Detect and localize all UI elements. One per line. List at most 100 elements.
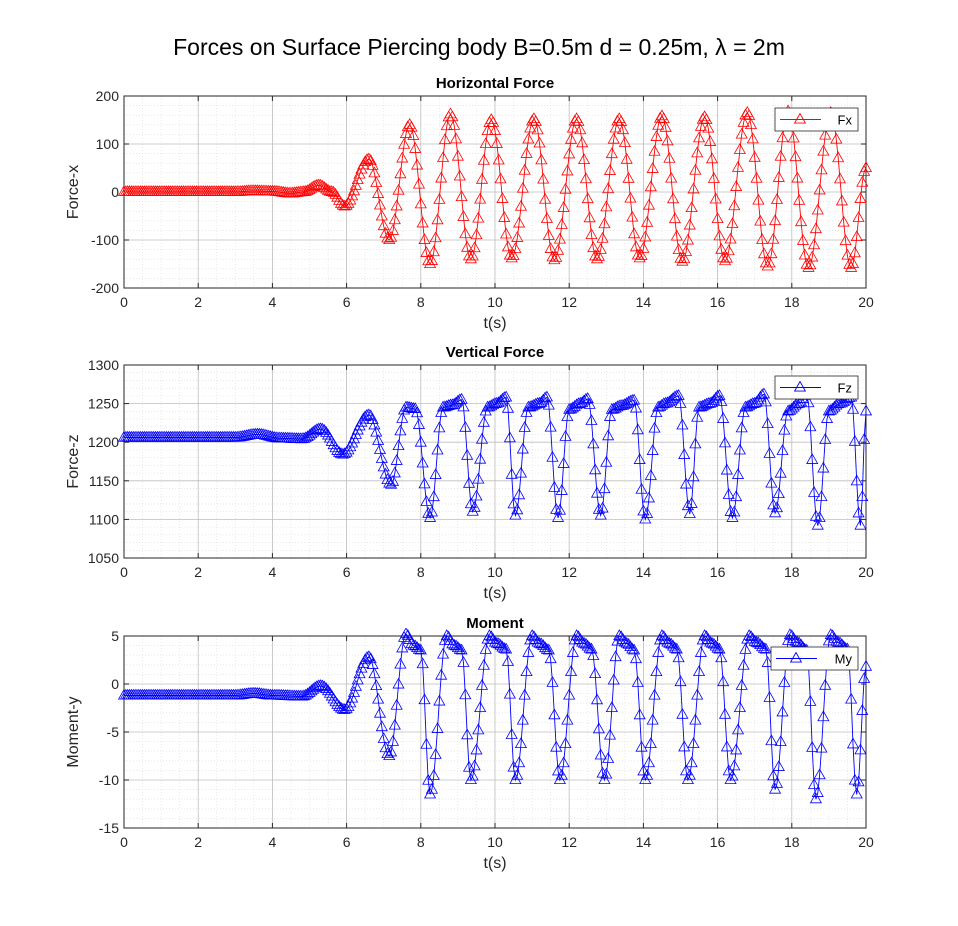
- data-point-marker: [399, 127, 413, 138]
- data-point-marker: [433, 421, 446, 433]
- data-point-marker: [613, 629, 626, 640]
- data-point-marker: [622, 395, 635, 407]
- data-point-marker: [811, 518, 824, 530]
- data-point-marker: [520, 665, 533, 676]
- data-point-marker: [767, 769, 780, 781]
- data-point-marker: [691, 146, 704, 158]
- data-point-marker: [472, 211, 485, 223]
- data-point-marker: [585, 414, 598, 425]
- data-point-marker: [431, 722, 444, 733]
- data-point-marker: [338, 447, 351, 459]
- data-point-marker: [735, 421, 748, 433]
- subplot-3: 0 2 4 6 8 10 12 14 16 18 20 -15 -10 -5 0 5 t(s) Moment-y M…: [65, 615, 874, 872]
- data-point-marker: [683, 768, 696, 780]
- data-point-marker: [501, 401, 515, 413]
- data-point-marker: [731, 723, 745, 735]
- data-point-marker: [566, 646, 579, 657]
- data-point-marker: [718, 436, 732, 448]
- subplot-title: Horizontal Force: [436, 75, 554, 92]
- data-point-marker: [720, 740, 733, 752]
- data-point-marker: [503, 687, 516, 699]
- subplot-1: 0 2 4 6 8 10 12 14 16 18 20 -200 -100 0 100 200 t(s) Forc…: [65, 75, 874, 332]
- data-point-marker: [752, 193, 765, 205]
- data-point-marker: [366, 658, 379, 669]
- data-point-marker: [646, 713, 659, 725]
- data-point-marker: [420, 737, 433, 749]
- data-point-marker: [414, 435, 427, 447]
- data-point-marker: [681, 499, 695, 511]
- data-point-marker: [770, 193, 784, 204]
- data-point-marker: [761, 417, 774, 429]
- legend[interactable]: My: [770, 646, 859, 671]
- data-point-marker: [665, 637, 678, 649]
- data-point-marker: [628, 227, 641, 239]
- y-tick-label: 1200: [88, 434, 119, 450]
- data-point-marker: [587, 241, 600, 253]
- data-point-marker: [806, 250, 819, 262]
- data-point-marker: [390, 199, 403, 211]
- data-point-marker: [678, 740, 691, 752]
- data-point-marker: [429, 747, 442, 759]
- data-point-marker: [748, 634, 761, 646]
- data-point-marker: [813, 511, 826, 522]
- data-point-marker: [425, 505, 439, 517]
- data-point-marker: [720, 463, 733, 475]
- data-point-marker: [602, 752, 615, 763]
- data-point-marker: [418, 477, 431, 489]
- data-point-marker: [856, 175, 869, 187]
- data-point-marker: [563, 147, 576, 159]
- data-point-marker: [368, 418, 381, 430]
- y-axis-label: Force-z: [65, 434, 82, 488]
- data-point-marker: [683, 218, 696, 230]
- x-tick-label: 16: [710, 834, 726, 850]
- data-point-marker: [711, 389, 724, 401]
- data-point-marker: [689, 437, 702, 449]
- data-point-marker: [470, 489, 483, 501]
- x-axis-label: t(s): [483, 585, 506, 602]
- data-point-marker: [494, 394, 507, 406]
- data-point-marker: [416, 657, 429, 669]
- data-point-marker: [707, 172, 720, 183]
- x-tick-label: 2: [194, 564, 202, 580]
- data-point-marker: [398, 137, 411, 149]
- data-point-marker: [602, 429, 615, 441]
- data-point-marker: [641, 768, 654, 780]
- subplot-title: Vertical Force: [446, 344, 544, 361]
- data-point-marker: [648, 421, 661, 433]
- data-point-marker: [600, 455, 613, 467]
- data-point-marker: [425, 254, 439, 265]
- data-point-marker: [852, 506, 865, 518]
- data-point-marker: [553, 232, 567, 244]
- data-point-marker: [737, 406, 750, 417]
- x-tick-label: 0: [120, 294, 128, 310]
- data-point-marker: [462, 760, 476, 772]
- legend[interactable]: Fz: [774, 375, 859, 400]
- data-point-marker: [796, 234, 810, 245]
- data-point-marker: [778, 423, 791, 435]
- data-point-marker: [635, 482, 648, 494]
- data-point-marker: [737, 115, 750, 127]
- data-point-marker: [498, 211, 511, 222]
- data-point-marker: [403, 401, 416, 412]
- x-tick-label: 6: [343, 294, 351, 310]
- data-point-marker: [550, 502, 563, 514]
- data-point-marker: [704, 635, 717, 647]
- data-point-marker: [559, 737, 572, 748]
- data-point-marker: [362, 152, 375, 164]
- x-axis-label: t(s): [483, 315, 506, 332]
- data-point-marker: [609, 650, 622, 662]
- legend[interactable]: Fx: [774, 107, 859, 132]
- data-point-marker: [598, 217, 611, 229]
- data-point-marker: [507, 497, 520, 509]
- minor-grid: [124, 365, 866, 558]
- data-point-marker: [624, 191, 637, 203]
- data-point-marker: [446, 637, 459, 649]
- data-point-marker: [791, 171, 804, 183]
- data-point-marker: [848, 246, 861, 258]
- data-point-marker: [568, 114, 581, 126]
- y-tick-label: 1150: [89, 473, 119, 489]
- data-point-marker: [475, 432, 489, 444]
- data-point-marker: [368, 667, 381, 679]
- data-point-marker: [453, 393, 466, 405]
- data-point-marker: [262, 429, 275, 441]
